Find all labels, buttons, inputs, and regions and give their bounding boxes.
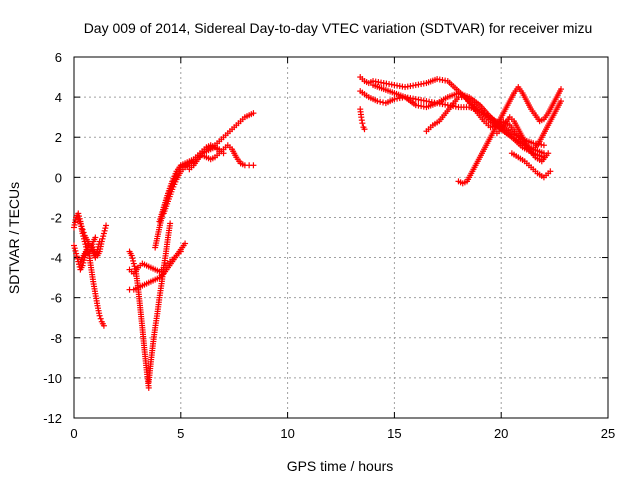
data-point xyxy=(250,110,257,117)
data-point xyxy=(167,220,174,227)
y-tick-label: -10 xyxy=(43,371,62,386)
data-point xyxy=(547,168,554,175)
data-point xyxy=(72,247,79,254)
data-point xyxy=(558,86,565,93)
data-point xyxy=(93,249,100,256)
x-tick-label: 15 xyxy=(387,426,401,441)
data-point xyxy=(97,315,104,322)
data-point xyxy=(77,220,84,227)
data-point xyxy=(250,162,257,169)
data-point xyxy=(377,98,384,105)
y-tick-label: -2 xyxy=(50,210,62,225)
x-tick-label: 10 xyxy=(280,426,294,441)
data-point xyxy=(359,120,366,127)
ticks: 0 5 10 15 20 25 -12 -10 -8 -6 -4 -2 0 2 4 6 xyxy=(43,50,615,441)
data-point xyxy=(100,233,107,240)
data-point xyxy=(92,254,99,261)
plot-frame xyxy=(73,56,609,419)
data-point xyxy=(94,246,101,253)
data-point xyxy=(128,252,135,259)
x-tick-label: 25 xyxy=(601,426,615,441)
data-point xyxy=(130,260,137,267)
data-point xyxy=(374,98,381,105)
data-point xyxy=(71,245,78,252)
data-point xyxy=(73,253,80,260)
data-point xyxy=(96,238,103,245)
data-point xyxy=(99,235,106,242)
data-point xyxy=(79,262,86,269)
data-point xyxy=(80,259,87,266)
data-point xyxy=(71,242,77,249)
data-point xyxy=(101,227,108,234)
y-tick-label: -4 xyxy=(50,251,62,266)
y-tick-label: 0 xyxy=(55,170,62,185)
data-point xyxy=(558,98,565,105)
data-point xyxy=(75,210,82,217)
data-point xyxy=(95,241,102,248)
x-tick-label: 0 xyxy=(70,426,77,441)
data-point xyxy=(182,240,189,247)
data-point xyxy=(103,222,110,229)
data-point xyxy=(89,247,96,254)
data-point xyxy=(361,126,368,133)
data-point xyxy=(95,243,102,250)
y-axis-label: SDTVAR / TECUs xyxy=(6,182,22,294)
x-axis-label: GPS time / hours xyxy=(287,458,394,474)
x-tick-label: 20 xyxy=(494,426,508,441)
data-point xyxy=(80,229,87,236)
grid xyxy=(74,57,608,418)
x-tick-label: 5 xyxy=(177,426,184,441)
y-tick-label: -8 xyxy=(50,331,62,346)
data-point xyxy=(129,255,136,262)
data-point xyxy=(540,142,547,149)
data-point xyxy=(73,250,80,257)
y-tick-label: -12 xyxy=(43,411,62,426)
data-point xyxy=(96,312,103,319)
data-point xyxy=(78,223,85,230)
y-tick-label: 4 xyxy=(55,90,62,105)
data-point xyxy=(131,263,138,270)
data-point xyxy=(102,225,109,232)
data-point xyxy=(100,230,107,237)
data-point xyxy=(74,255,81,262)
data-point xyxy=(545,150,552,157)
y-tick-label: -6 xyxy=(50,291,62,306)
y-tick-label: 6 xyxy=(55,50,62,65)
data-point xyxy=(93,251,100,258)
data-points xyxy=(71,74,565,391)
data-point xyxy=(75,213,82,220)
data-point xyxy=(145,384,152,391)
y-tick-label: 2 xyxy=(55,130,62,145)
data-point xyxy=(79,226,86,233)
chart-title: Day 009 of 2014, Sidereal Day-to-day VTE… xyxy=(84,20,593,36)
data-point xyxy=(100,322,107,329)
data-point xyxy=(92,234,99,241)
data-point xyxy=(88,244,95,251)
data-point xyxy=(130,257,137,264)
